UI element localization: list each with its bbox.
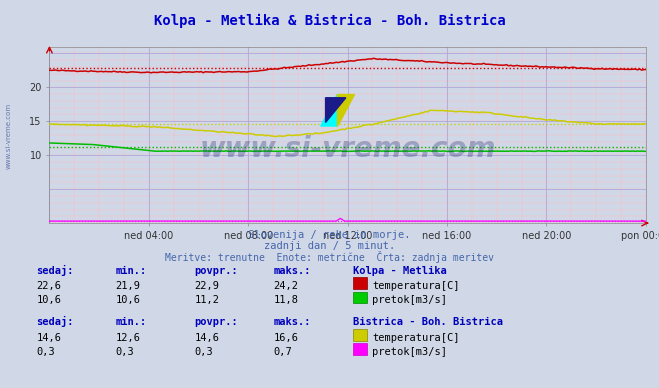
Text: min.:: min.: [115,317,146,327]
Text: 11,8: 11,8 [273,295,299,305]
Text: Slovenija / reke in morje.: Slovenija / reke in morje. [248,230,411,240]
Text: Bistrica - Boh. Bistrica: Bistrica - Boh. Bistrica [353,317,503,327]
Text: temperatura[C]: temperatura[C] [372,333,460,343]
Text: Kolpa - Metlika: Kolpa - Metlika [353,265,446,275]
Text: 21,9: 21,9 [115,281,140,291]
Text: sedaj:: sedaj: [36,265,74,275]
Polygon shape [337,94,354,126]
Text: www.si-vreme.com: www.si-vreme.com [200,135,496,163]
Text: 16,6: 16,6 [273,333,299,343]
Polygon shape [321,94,337,126]
Text: povpr.:: povpr.: [194,317,238,327]
Text: 0,3: 0,3 [36,347,55,357]
Text: maks.:: maks.: [273,265,311,275]
Text: povpr.:: povpr.: [194,265,238,275]
Text: 0,7: 0,7 [273,347,292,357]
Text: 22,6: 22,6 [36,281,61,291]
Text: 10,6: 10,6 [115,295,140,305]
Text: Meritve: trenutne  Enote: metrične  Črta: zadnja meritev: Meritve: trenutne Enote: metrične Črta: … [165,251,494,263]
Text: Kolpa - Metlika & Bistrica - Boh. Bistrica: Kolpa - Metlika & Bistrica - Boh. Bistri… [154,14,505,28]
Text: 12,6: 12,6 [115,333,140,343]
Text: zadnji dan / 5 minut.: zadnji dan / 5 minut. [264,241,395,251]
Text: min.:: min.: [115,265,146,275]
Text: pretok[m3/s]: pretok[m3/s] [372,347,447,357]
Text: www.si-vreme.com: www.si-vreme.com [5,103,12,169]
Text: pretok[m3/s]: pretok[m3/s] [372,295,447,305]
Text: maks.:: maks.: [273,317,311,327]
Text: temperatura[C]: temperatura[C] [372,281,460,291]
Text: 0,3: 0,3 [194,347,213,357]
Polygon shape [326,98,346,123]
Text: 14,6: 14,6 [194,333,219,343]
Text: 11,2: 11,2 [194,295,219,305]
Text: 22,9: 22,9 [194,281,219,291]
Text: 24,2: 24,2 [273,281,299,291]
Text: 14,6: 14,6 [36,333,61,343]
Text: sedaj:: sedaj: [36,316,74,327]
Text: 10,6: 10,6 [36,295,61,305]
Text: 0,3: 0,3 [115,347,134,357]
